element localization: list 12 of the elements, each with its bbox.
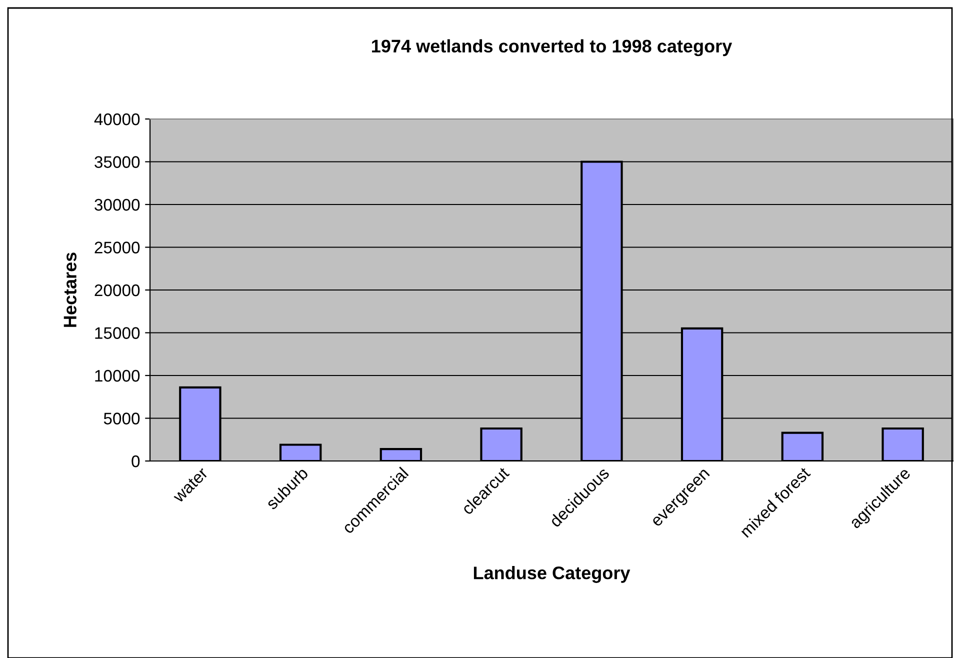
y-tick-label: 10000 (95, 370, 140, 382)
x-axis-title: Landuse Category (474, 566, 630, 583)
y-tick-label: 15000 (95, 327, 140, 339)
y-tick-label: 25000 (94, 242, 140, 254)
chart-title: 1974 wetlands converted to 1998 category (372, 39, 732, 56)
y-axis-title: Hectares (64, 252, 76, 327)
y-tick-label: 35000 (94, 156, 140, 168)
y-tick-label: 40000 (94, 113, 140, 126)
y-tick-label: 0 (132, 455, 140, 468)
y-tick-label: 30000 (94, 198, 140, 211)
y-tick-label: 20000 (94, 284, 140, 296)
y-tick-label: 5000 (104, 412, 140, 424)
